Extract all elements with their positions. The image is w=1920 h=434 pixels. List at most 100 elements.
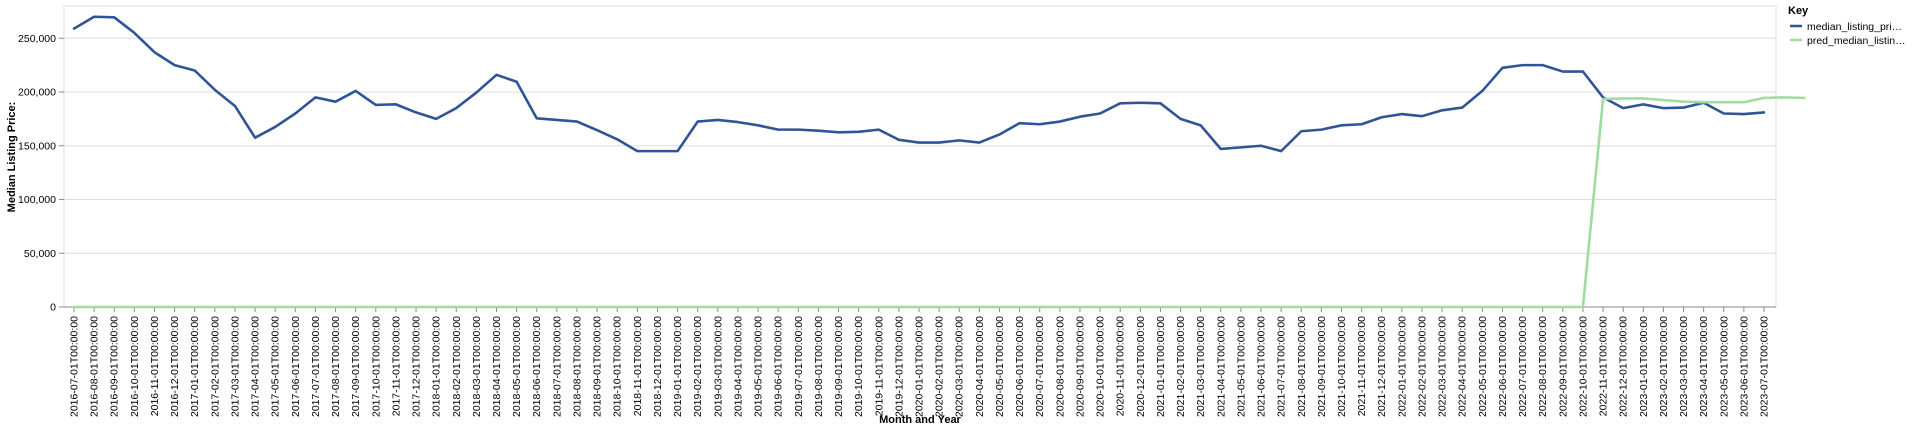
x-tick-label: 2019-04-01T00:00:00 [732, 316, 744, 417]
x-tick-label: 2021-05-01T00:00:00 [1235, 316, 1247, 417]
x-tick-label: 2017-05-01T00:00:00 [270, 316, 282, 417]
x-tick-label: 2021-01-01T00:00:00 [1155, 316, 1167, 417]
plot-frame [64, 6, 1776, 307]
x-tick-label: 2017-11-01T00:00:00 [390, 316, 402, 416]
x-tick-label: 2018-12-01T00:00:00 [652, 316, 664, 417]
x-tick-label: 2018-10-01T00:00:00 [612, 316, 624, 417]
series-line-pred-median-listing-price [74, 97, 1804, 307]
x-tick-label: 2020-03-01T00:00:00 [954, 316, 966, 417]
y-tick-label: 100,000 [18, 194, 56, 206]
x-tick-label: 2022-07-01T00:00:00 [1517, 316, 1529, 417]
x-tick-label: 2019-03-01T00:00:00 [712, 316, 724, 417]
x-tick-label: 2017-01-01T00:00:00 [189, 316, 201, 417]
x-tick-label: 2019-05-01T00:00:00 [753, 316, 765, 417]
x-tick-label: 2019-07-01T00:00:00 [793, 316, 805, 417]
x-tick-label: 2021-12-01T00:00:00 [1376, 316, 1388, 417]
x-tick-label: 2016-09-01T00:00:00 [109, 316, 121, 417]
x-tick-label: 2020-11-01T00:00:00 [1115, 316, 1127, 416]
y-tick-label: 50,000 [24, 248, 56, 260]
x-tick-label: 2017-02-01T00:00:00 [209, 316, 221, 417]
x-tick-label: 2023-06-01T00:00:00 [1738, 316, 1750, 417]
x-tick-label: 2017-09-01T00:00:00 [350, 316, 362, 417]
x-tick-label: 2023-05-01T00:00:00 [1718, 316, 1730, 417]
x-tick-label: 2021-06-01T00:00:00 [1256, 316, 1268, 417]
x-tick-label: 2022-12-01T00:00:00 [1618, 316, 1630, 417]
x-tick-label: 2018-04-01T00:00:00 [491, 316, 503, 417]
x-tick-label: 2018-09-01T00:00:00 [592, 316, 604, 417]
x-tick-label: 2019-10-01T00:00:00 [853, 316, 865, 417]
x-tick-label: 2023-04-01T00:00:00 [1698, 316, 1710, 417]
x-tick-label: 2017-10-01T00:00:00 [370, 316, 382, 417]
legend: Key median_listing_pri… pred_median_list… [1788, 5, 1906, 47]
x-tick-label: 2022-03-01T00:00:00 [1437, 316, 1449, 417]
x-tick-label: 2021-08-01T00:00:00 [1296, 316, 1308, 417]
y-tick-label: 200,000 [18, 87, 56, 99]
legend-label-pred-median-listing-price: pred_median_listin… [1807, 35, 1906, 47]
x-tick-label: 2022-02-01T00:00:00 [1416, 316, 1428, 417]
x-tick-label: 2022-09-01T00:00:00 [1557, 316, 1569, 417]
x-tick-label: 2016-12-01T00:00:00 [169, 316, 181, 417]
x-axis-title: Month and Year [879, 414, 961, 426]
x-tick-label: 2018-06-01T00:00:00 [531, 316, 543, 417]
x-tick-label: 2022-06-01T00:00:00 [1497, 316, 1509, 417]
series-line-median-listing-price [74, 17, 1764, 151]
x-tick-label: 2022-04-01T00:00:00 [1457, 316, 1469, 417]
x-tick-label: 2018-03-01T00:00:00 [471, 316, 483, 417]
x-tick-label: 2021-02-01T00:00:00 [1175, 316, 1187, 417]
x-tick-label: 2017-04-01T00:00:00 [250, 316, 262, 417]
x-tick-label: 2016-11-01T00:00:00 [149, 316, 161, 416]
x-tick-label: 2018-02-01T00:00:00 [451, 316, 463, 417]
x-tick-label: 2016-08-01T00:00:00 [89, 316, 101, 417]
legend-label-median-listing-price: median_listing_pri… [1807, 21, 1902, 33]
x-tick-label: 2020-09-01T00:00:00 [1074, 316, 1086, 417]
x-tick-label: 2022-10-01T00:00:00 [1577, 316, 1589, 417]
x-tick-label: 2020-01-01T00:00:00 [914, 316, 926, 417]
x-tick-label: 2022-11-01T00:00:00 [1598, 316, 1610, 416]
series-layer [74, 17, 1804, 307]
x-tick-label: 2019-06-01T00:00:00 [773, 316, 785, 417]
x-tick-label: 2018-08-01T00:00:00 [571, 316, 583, 417]
x-tick-label: 2017-07-01T00:00:00 [310, 316, 322, 417]
x-tick-label: 2023-01-01T00:00:00 [1638, 316, 1650, 417]
x-tick-label: 2021-09-01T00:00:00 [1316, 316, 1328, 417]
x-tick-label: 2022-05-01T00:00:00 [1477, 316, 1489, 417]
x-tick-label: 2021-10-01T00:00:00 [1336, 316, 1348, 417]
axis-layer: 0 50,000 100,000 150,000 200,000 250,000 2016-… [18, 33, 1776, 417]
x-tick-label: 2019-12-01T00:00:00 [893, 316, 905, 417]
y-tick-label: 150,000 [18, 140, 56, 152]
x-tick-label: 2021-11-01T00:00:00 [1356, 316, 1368, 416]
y-tick-label: 0 [50, 302, 56, 314]
y-axis-title: Median Listing Price: [6, 102, 18, 213]
x-tick-label: 2018-01-01T00:00:00 [431, 316, 443, 417]
x-tick-label: 2020-06-01T00:00:00 [1014, 316, 1026, 417]
x-tick-label: 2019-08-01T00:00:00 [813, 316, 825, 417]
x-tick-label: 2023-07-01T00:00:00 [1759, 316, 1771, 417]
x-tick-label: 2020-10-01T00:00:00 [1095, 316, 1107, 417]
x-tick-label: 2022-01-01T00:00:00 [1396, 316, 1408, 417]
x-tick-label: 2019-11-01T00:00:00 [873, 316, 885, 416]
legend-title: Key [1788, 5, 1809, 17]
x-tick-label: 2020-12-01T00:00:00 [1135, 316, 1147, 417]
x-tick-label: 2018-11-01T00:00:00 [632, 316, 644, 416]
x-tick-label: 2019-02-01T00:00:00 [692, 316, 704, 417]
x-tick-label: 2019-09-01T00:00:00 [833, 316, 845, 417]
x-tick-label: 2020-04-01T00:00:00 [974, 316, 986, 417]
x-tick-label: 2021-03-01T00:00:00 [1195, 316, 1207, 417]
x-tick-label: 2023-03-01T00:00:00 [1678, 316, 1690, 417]
x-tick-label: 2017-08-01T00:00:00 [330, 316, 342, 417]
x-tick-label: 2022-08-01T00:00:00 [1537, 316, 1549, 417]
x-tick-label: 2023-02-01T00:00:00 [1658, 316, 1670, 417]
x-tick-label: 2017-03-01T00:00:00 [229, 316, 241, 417]
x-tick-label: 2017-12-01T00:00:00 [411, 316, 423, 417]
y-tick-label: 250,000 [18, 33, 56, 45]
grid-layer [64, 38, 1776, 307]
x-tick-label: 2020-02-01T00:00:00 [934, 316, 946, 417]
x-tick-label: 2016-07-01T00:00:00 [69, 316, 81, 417]
x-tick-label: 2020-08-01T00:00:00 [1054, 316, 1066, 417]
x-tick-label: 2016-10-01T00:00:00 [129, 316, 141, 417]
x-tick-label: 2018-05-01T00:00:00 [511, 316, 523, 417]
x-tick-label: 2021-04-01T00:00:00 [1215, 316, 1227, 417]
x-tick-label: 2021-07-01T00:00:00 [1276, 316, 1288, 417]
